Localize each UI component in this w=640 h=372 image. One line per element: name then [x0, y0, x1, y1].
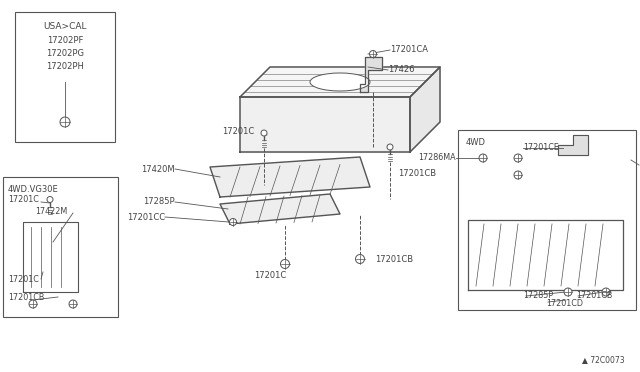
Text: USA>CAL: USA>CAL: [44, 22, 87, 31]
Text: 17202PH: 17202PH: [46, 62, 84, 71]
Polygon shape: [360, 57, 382, 92]
Text: 17285P: 17285P: [143, 198, 175, 206]
Circle shape: [355, 254, 365, 263]
Ellipse shape: [310, 73, 370, 91]
Polygon shape: [558, 135, 588, 155]
Text: 17201CB: 17201CB: [375, 254, 413, 263]
Text: 17201CB: 17201CB: [8, 292, 44, 301]
Text: 17202PF: 17202PF: [47, 36, 83, 45]
Circle shape: [479, 154, 487, 162]
Text: 4WD.VG30E: 4WD.VG30E: [8, 185, 59, 194]
Polygon shape: [220, 194, 340, 224]
Circle shape: [47, 196, 53, 202]
Circle shape: [369, 51, 376, 58]
Text: 17422M: 17422M: [35, 206, 67, 215]
Circle shape: [60, 117, 70, 127]
Text: ▲ 72C0073: ▲ 72C0073: [582, 355, 625, 364]
Text: 17201C: 17201C: [222, 128, 254, 137]
Text: 17201CB: 17201CB: [398, 170, 436, 179]
Text: 17201C: 17201C: [254, 272, 286, 280]
Text: 17201CC: 17201CC: [127, 212, 165, 221]
Text: 17201C: 17201C: [8, 195, 39, 203]
Text: 17201C: 17201C: [8, 275, 39, 283]
Circle shape: [261, 130, 267, 136]
Circle shape: [514, 154, 522, 162]
Polygon shape: [210, 157, 370, 197]
Text: 17426: 17426: [388, 65, 415, 74]
Text: 17202PG: 17202PG: [46, 49, 84, 58]
Circle shape: [69, 300, 77, 308]
Text: 17201CD: 17201CD: [546, 299, 583, 308]
Circle shape: [514, 171, 522, 179]
Text: 17285P: 17285P: [523, 292, 553, 301]
Bar: [3, 177, 118, 317]
Polygon shape: [240, 67, 440, 97]
Text: 17201CE: 17201CE: [523, 144, 559, 153]
Circle shape: [564, 288, 572, 296]
Polygon shape: [410, 67, 440, 152]
Text: 17201CA: 17201CA: [390, 45, 428, 55]
Circle shape: [29, 300, 37, 308]
Text: 4WD: 4WD: [466, 138, 486, 147]
Circle shape: [387, 144, 393, 150]
Bar: [458, 130, 636, 310]
Circle shape: [280, 260, 289, 269]
Text: 17201CB: 17201CB: [576, 292, 612, 301]
Bar: [15, 12, 115, 142]
Circle shape: [602, 288, 610, 296]
Text: 17420M: 17420M: [141, 164, 175, 173]
Polygon shape: [240, 97, 410, 152]
Text: 17286MA: 17286MA: [419, 154, 456, 163]
Circle shape: [230, 218, 237, 225]
Text: 17286M: 17286M: [639, 160, 640, 170]
